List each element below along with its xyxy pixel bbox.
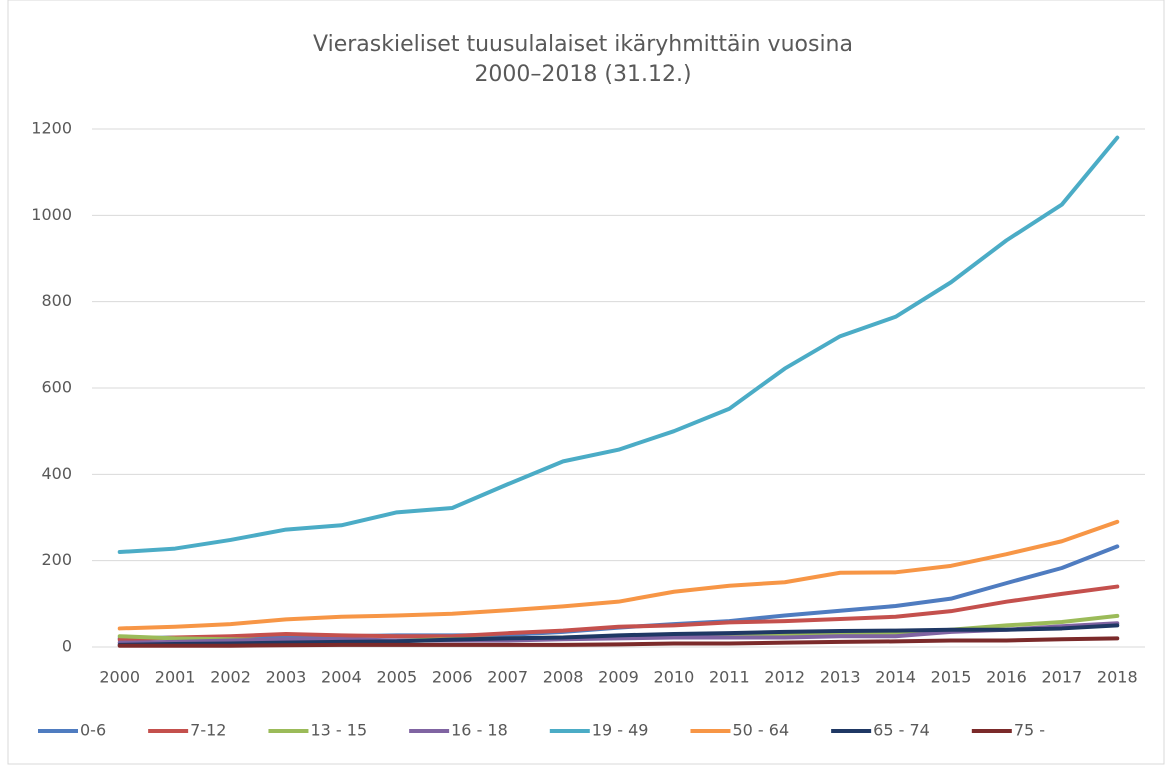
x-tick-label: 2006	[432, 668, 473, 687]
legend-label: 65 - 74	[873, 721, 930, 740]
x-tick-label: 2018	[1097, 668, 1138, 687]
x-tick-label: 2013	[820, 668, 861, 687]
y-tick-label: 0	[62, 637, 72, 656]
x-tick-label: 2004	[321, 668, 362, 687]
legend-label: 0-6	[80, 721, 106, 740]
x-tick-label: 2000	[99, 668, 140, 687]
legend-label: 13 - 15	[310, 721, 367, 740]
series-line	[117, 623, 1120, 647]
x-tick-label: 2008	[543, 668, 584, 687]
chart-frame	[7, 0, 1165, 765]
x-tick-label: 2003	[266, 668, 307, 687]
y-tick-label: 1200	[31, 119, 72, 138]
x-tick-label: 2005	[376, 668, 417, 687]
x-tick-label: 2002	[210, 668, 251, 687]
y-tick-label: 1000	[31, 205, 72, 224]
series-line	[117, 636, 1120, 648]
series-line	[117, 621, 1120, 645]
legend-label: 16 - 18	[451, 721, 508, 740]
y-tick-label: 400	[41, 464, 72, 483]
x-tick-label: 2007	[487, 668, 528, 687]
legend-label: 19 - 49	[592, 721, 649, 740]
legend-label: 50 - 64	[732, 721, 789, 740]
series-line	[117, 519, 1120, 631]
x-tick-label: 2015	[931, 668, 972, 687]
y-tick-label: 200	[41, 550, 72, 569]
x-tick-label: 2014	[875, 668, 916, 687]
x-tick-label: 2011	[709, 668, 750, 687]
x-tick-label: 2017	[1042, 668, 1083, 687]
x-tick-label: 2001	[155, 668, 196, 687]
series-line	[117, 584, 1120, 642]
legend-label: 75 -	[1014, 721, 1045, 740]
y-tick-label: 800	[41, 291, 72, 310]
legend-label: 7-12	[190, 721, 226, 740]
chart-title: 2000–2018 (31.12.)	[474, 62, 691, 87]
x-tick-label: 2012	[764, 668, 805, 687]
series-line	[117, 135, 1120, 555]
y-tick-label: 600	[41, 378, 72, 397]
chart-title: Vieraskieliset tuusulalaiset ikäryhmittä…	[313, 32, 853, 57]
x-tick-label: 2010	[654, 668, 695, 687]
x-tick-label: 2009	[598, 668, 639, 687]
x-tick-label: 2016	[986, 668, 1027, 687]
